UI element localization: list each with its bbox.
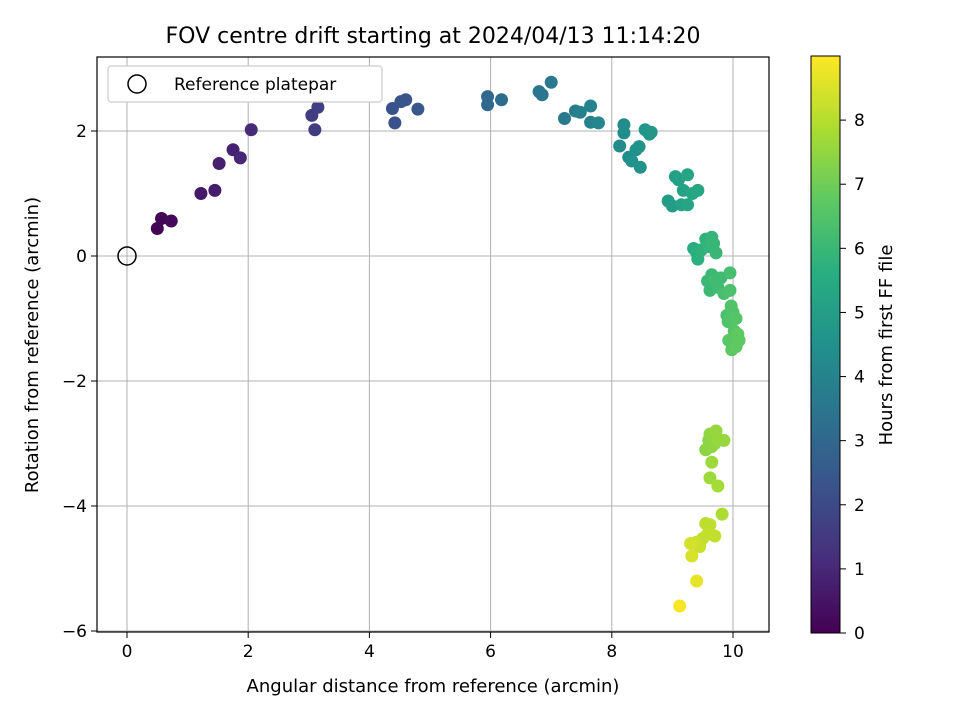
y-tick-label: 0 — [76, 247, 87, 267]
y-tick-label: −2 — [62, 372, 87, 392]
data-point — [684, 537, 698, 550]
y-tick-label: −6 — [62, 622, 87, 642]
data-point — [194, 187, 208, 200]
x-tick-label: 0 — [122, 642, 133, 662]
data-point — [558, 112, 572, 125]
data-point — [708, 529, 722, 543]
data-point — [150, 222, 164, 235]
chart-title: FOV centre drift starting at 2024/04/13 … — [166, 24, 701, 49]
data-point — [613, 139, 627, 153]
colorbar: 0 1 2 3 4 5 6 7 8 Hours from first FF file — [810, 55, 897, 644]
data-point — [233, 151, 247, 165]
x-tick-label: 2 — [243, 642, 254, 662]
data-point — [644, 125, 658, 139]
y-axis-label: Rotation from reference (arcmin) — [22, 197, 43, 493]
colorbar-ticks: 0 1 2 3 4 5 6 7 8 — [840, 111, 865, 644]
data-point — [731, 327, 745, 341]
legend-box — [107, 65, 383, 103]
data-point — [388, 116, 402, 130]
colorbar-tick-label: 6 — [854, 239, 865, 259]
reference-platepar-marker — [117, 246, 137, 266]
x-tick-label: 8 — [606, 642, 617, 662]
data-point — [212, 157, 226, 170]
data-point — [723, 266, 737, 280]
data-point — [690, 574, 704, 588]
data-point — [573, 105, 587, 119]
colorbar-gradient — [810, 55, 841, 634]
colorbar-tick-label: 5 — [854, 303, 865, 323]
data-point — [715, 507, 729, 521]
data-point — [208, 183, 222, 197]
colorbar-tick-label: 7 — [854, 175, 865, 195]
legend: Reference platepar — [107, 65, 383, 103]
data-point — [681, 198, 695, 212]
legend-entry-label: Reference platepar — [174, 75, 336, 95]
data-point — [544, 75, 558, 89]
data-point — [632, 140, 646, 154]
colorbar-label: Hours from first FF file — [876, 245, 897, 446]
legend-marker-icon — [127, 74, 147, 94]
y-tick-label: −4 — [62, 497, 87, 517]
data-point — [495, 93, 509, 107]
x-tick-label: 4 — [364, 642, 375, 662]
x-tick-label: 10 — [722, 642, 744, 662]
data-point — [717, 433, 731, 447]
colorbar-tick-label: 2 — [854, 496, 865, 516]
colorbar-tick-label: 8 — [854, 111, 865, 131]
data-point — [703, 471, 717, 485]
colorbar-tick-label: 4 — [854, 368, 865, 388]
data-point — [711, 479, 725, 493]
colorbar-tick-label: 0 — [854, 624, 865, 644]
data-point — [411, 102, 425, 116]
data-point — [244, 123, 258, 137]
data-point — [591, 116, 605, 130]
data-point — [673, 599, 687, 613]
data-point — [681, 168, 695, 182]
data-point — [535, 88, 549, 102]
data-point — [729, 312, 743, 325]
data-point — [709, 246, 723, 260]
data-point — [723, 283, 737, 297]
y-tick-label: 2 — [76, 122, 87, 142]
data-point — [311, 100, 325, 114]
data-points — [150, 75, 746, 613]
data-point — [691, 183, 705, 197]
x-axis-label: Angular distance from reference (arcmin) — [247, 676, 620, 697]
data-point — [481, 98, 495, 112]
axis-ticks: 0 2 4 6 8 10 −6 −4 −2 0 2 — [62, 122, 744, 662]
plot-frame — [96, 56, 770, 633]
data-point — [633, 160, 647, 174]
grid-lines — [97, 57, 769, 632]
data-point — [308, 123, 322, 137]
data-point — [399, 93, 413, 107]
colorbar-tick-label: 1 — [854, 560, 865, 580]
data-point — [617, 126, 631, 140]
data-point — [685, 549, 699, 563]
x-tick-label: 6 — [485, 642, 496, 662]
data-point — [164, 214, 178, 228]
data-point — [705, 455, 719, 469]
data-point — [584, 99, 598, 113]
colorbar-tick-label: 3 — [854, 432, 865, 452]
